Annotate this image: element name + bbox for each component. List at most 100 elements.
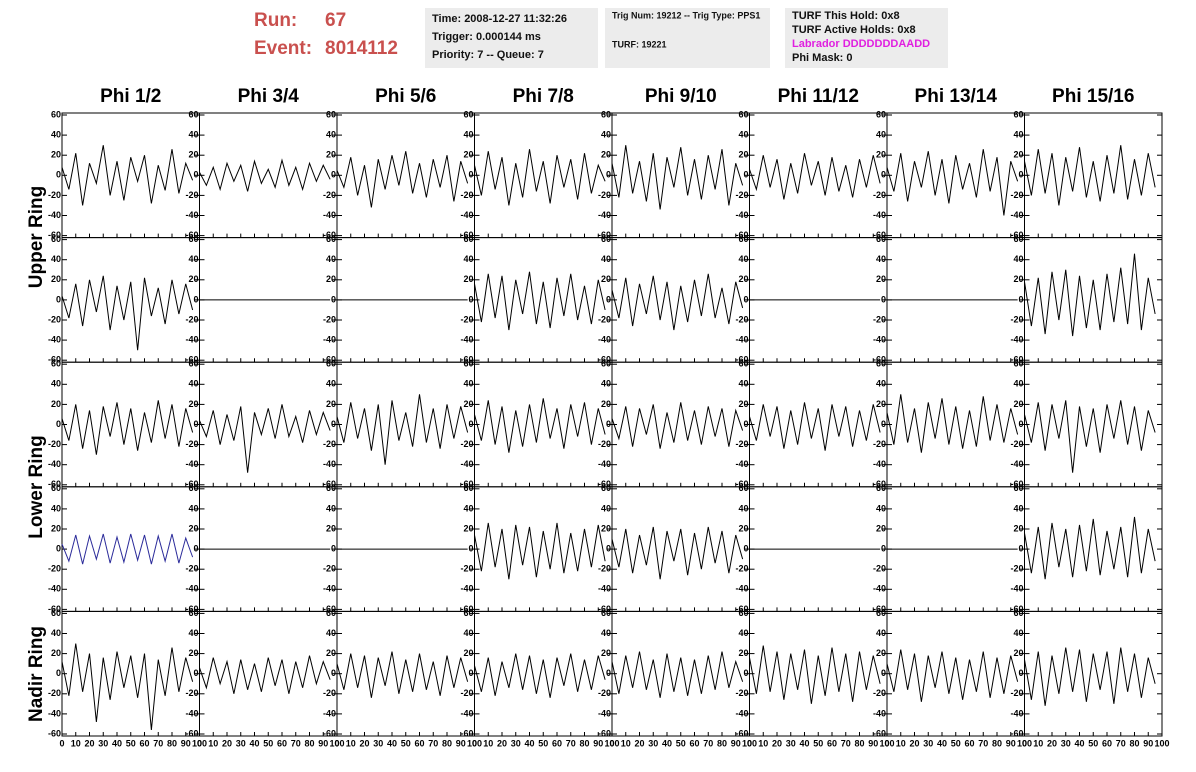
y-tick-label: 20 [738,523,748,533]
x-tick-label: 70 [291,738,301,748]
y-tick-label: 20 [1013,399,1023,409]
y-tick-label: -20 [185,439,198,449]
x-tick-label: 50 [813,738,823,748]
y-tick-label: -60 [598,728,611,738]
y-tick-label: 0 [881,543,886,553]
x-tick-label: 70 [153,738,163,748]
y-tick-label: 60 [51,483,61,493]
y-tick-label: 0 [331,419,336,429]
panel-frame [61,361,200,488]
panel-frame [1024,112,1163,239]
y-tick-label: -40 [1010,334,1023,344]
y-tick-label: 20 [188,274,198,284]
run-value: 67 [325,10,346,31]
x-tick-label: 20 [909,738,919,748]
x-tick-label: 20 [359,738,369,748]
y-tick-label: 0 [56,294,61,304]
x-tick-label: 10 [621,738,631,748]
x-tick-label: 100 [742,738,757,748]
y-tick-label: 60 [738,109,748,119]
y-tick-label: -20 [598,190,611,200]
y-tick-label: 40 [51,503,61,513]
y-tick-label: 20 [463,150,473,160]
x-tick-label: 0 [197,738,202,748]
y-tick-label: -40 [873,334,886,344]
x-tick-label: 80 [167,738,177,748]
y-tick-label: -60 [598,479,611,489]
y-tick-label: 0 [606,543,611,553]
panel-frame [749,610,888,737]
panel-frame [199,610,338,737]
x-tick-label: 90 [1143,738,1153,748]
x-tick-label: 60 [552,738,562,748]
y-tick-label: 40 [188,628,198,638]
x-tick-label: 70 [566,738,576,748]
y-tick-label: -40 [323,584,336,594]
x-tick-label: 20 [84,738,94,748]
waveform [336,394,469,465]
y-tick-label: -20 [873,314,886,324]
y-tick-label: 0 [193,294,198,304]
y-tick-label: 20 [1013,523,1023,533]
y-tick-label: -20 [873,688,886,698]
x-tick-label: 50 [1088,738,1098,748]
y-tick-label: 60 [876,483,886,493]
waveform [1024,400,1156,473]
y-tick-label: -20 [1010,439,1023,449]
row-label: Upper Ring [26,186,47,288]
x-tick-label: 100 [329,738,344,748]
y-tick-label: -20 [185,314,198,324]
info-text: TURF Active Holds: 0x8 [792,24,916,36]
y-tick-label: 60 [1013,608,1023,618]
y-tick-label: -40 [873,459,886,469]
waveform [749,153,881,200]
y-tick-label: -60 [460,728,473,738]
y-tick-label: -20 [735,564,748,574]
y-tick-label: 40 [738,254,748,264]
y-tick-label: -60 [48,355,61,365]
y-tick-label: 20 [738,274,748,284]
y-tick-label: 0 [881,294,886,304]
y-tick-label: -40 [598,459,611,469]
y-tick-label: 20 [51,523,61,533]
y-tick-label: 40 [738,628,748,638]
y-tick-label: 40 [601,254,611,264]
y-tick-label: -60 [1010,728,1023,738]
y-tick-label: 0 [1018,294,1023,304]
x-tick-label: 0 [1022,738,1027,748]
y-tick-label: -60 [735,355,748,365]
y-tick-label: -60 [185,355,198,365]
y-tick-label: -60 [873,604,886,614]
y-tick-label: 40 [876,129,886,139]
y-tick-label: -20 [1010,688,1023,698]
y-tick-label: 60 [1013,359,1023,369]
waveform [1024,647,1156,706]
y-tick-label: 40 [738,503,748,513]
y-tick-label: 0 [331,668,336,678]
panel-frame [611,112,750,239]
panel-frame [886,361,1025,488]
y-tick-label: 60 [51,608,61,618]
y-tick-label: -60 [48,230,61,240]
x-tick-label: 10 [1033,738,1043,748]
y-tick-label: 0 [1018,419,1023,429]
info-text: Trigger: 0.000144 ms [432,31,541,43]
y-tick-label: 60 [188,109,198,119]
y-tick-label: 20 [1013,274,1023,284]
y-tick-label: 0 [743,668,748,678]
y-tick-label: 40 [1013,503,1023,513]
y-tick-label: 20 [601,150,611,160]
y-tick-label: -40 [460,210,473,220]
x-tick-label: 50 [676,738,686,748]
y-tick-label: 0 [468,294,473,304]
y-tick-label: 60 [326,109,336,119]
column-label: Phi 13/14 [915,86,998,107]
y-tick-label: 20 [876,274,886,284]
y-tick-label: 60 [326,359,336,369]
x-tick-label: 30 [373,738,383,748]
y-tick-label: -40 [1010,459,1023,469]
panel-frame [611,361,750,488]
y-tick-label: 0 [1018,668,1023,678]
